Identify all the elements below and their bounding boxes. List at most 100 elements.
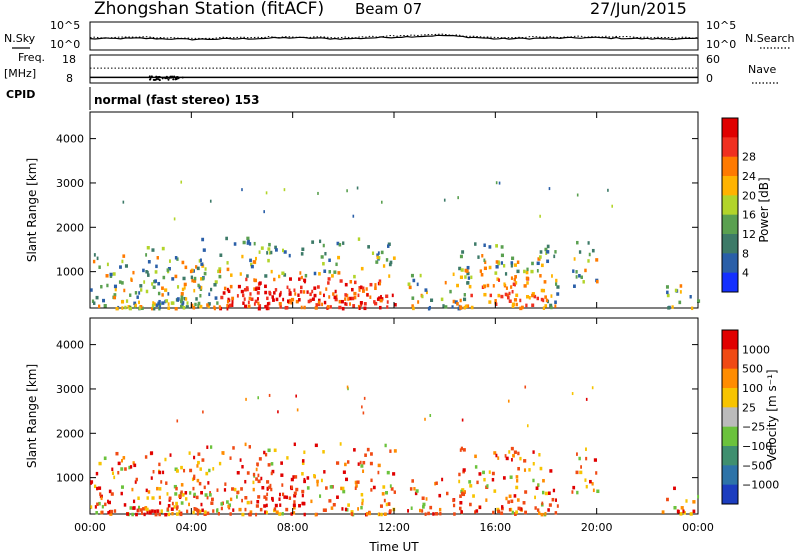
echo-cell [389,449,392,453]
echo-cell [174,306,178,311]
echo-cell [555,498,557,502]
y-tick-label: 4000 [56,339,84,352]
echo-cell [214,296,218,300]
echo-cell [357,237,361,241]
echo-cell [142,268,145,273]
echo-cell [512,454,515,458]
echo-cell [441,477,444,482]
echo-cell [452,503,456,508]
echo-cell [196,508,200,513]
echo-cell [314,306,318,310]
echo-cell [510,276,513,280]
echo-cell [110,492,114,496]
echo-cell [299,290,303,294]
echo-cell [264,305,267,309]
echo-cell [145,270,148,274]
echo-cell [164,457,167,462]
echo-cell [174,492,178,496]
echo-cell [515,485,519,490]
colorbar-tick-label: 28 [742,151,756,164]
echo-cell [503,282,506,286]
frequency-scatter-point [153,79,156,82]
echo-cell [194,507,198,511]
echo-cell [549,303,553,308]
echo-cell [357,507,359,511]
echo-cell [256,462,259,466]
echo-cell [318,272,321,276]
echo-cell [290,512,293,516]
echo-cell [132,461,135,465]
echo-cell [311,240,315,244]
echo-cell [493,489,497,493]
echo-cell [98,265,101,269]
echo-cell [534,506,537,510]
echo-cell [532,478,535,483]
echo-cell [257,396,260,400]
echo-cell [244,442,247,447]
echo-cell [237,284,241,289]
colorbar-segment [722,195,738,216]
echo-cell [360,464,364,468]
echo-cell [421,496,425,500]
echo-cell [281,248,284,253]
echo-cell [313,271,317,276]
echo-cell [240,487,243,491]
echo-cell [666,290,669,295]
echo-cell [268,485,272,490]
echo-cell [206,511,210,516]
echo-cell [544,491,548,496]
echo-cell [267,448,271,453]
echo-cell [385,502,388,507]
echo-cell [131,512,134,517]
echo-cell [158,470,162,475]
echo-cell [477,255,480,259]
echo-cell [361,286,365,290]
echo-cell [352,304,356,308]
echo-cell [278,274,281,279]
echo-cell [175,501,178,506]
echo-cell [430,298,434,303]
echo-cell [239,458,242,462]
echo-cell [267,463,271,467]
echo-cell [327,277,331,281]
echo-cell [288,253,291,258]
echo-cell [157,301,161,306]
echo-cell [150,451,154,455]
echo-cell [418,508,422,513]
echo-cell [143,280,146,284]
echo-cell [124,467,127,471]
echo-cell [585,484,588,489]
echo-cell [556,292,560,296]
echo-cell [313,293,317,298]
echo-cell [151,306,154,311]
echo-cell [232,446,235,450]
echo-cell [161,246,165,251]
echo-cell [464,304,468,309]
echo-cell [582,280,585,284]
colorbar-tick-label: 4 [742,267,749,280]
echo-cell [374,283,377,287]
frequency-scatter-point [148,75,151,78]
echo-cell [444,280,447,285]
echo-cell [139,508,143,512]
echo-cell [547,491,551,495]
echo-cell [419,273,422,278]
echo-cell [511,304,515,308]
echo-cell [160,509,163,513]
echo-cell [387,244,390,248]
echo-cell [189,269,193,274]
echo-cell [271,469,275,474]
echo-cell [230,273,233,277]
echo-cell [254,299,258,304]
echo-cell [442,304,445,308]
frequency-panel: Freq. [MHz] 18 8 60 0 Nave [4,51,778,85]
echo-cell [538,452,541,457]
echo-cell [255,287,258,291]
echo-cell [551,497,555,502]
echo-cell [515,510,518,514]
echo-cell [373,300,376,304]
echo-cell [101,504,104,509]
echo-cell [542,478,545,483]
echo-cell [480,273,484,277]
echo-cell [432,512,435,516]
